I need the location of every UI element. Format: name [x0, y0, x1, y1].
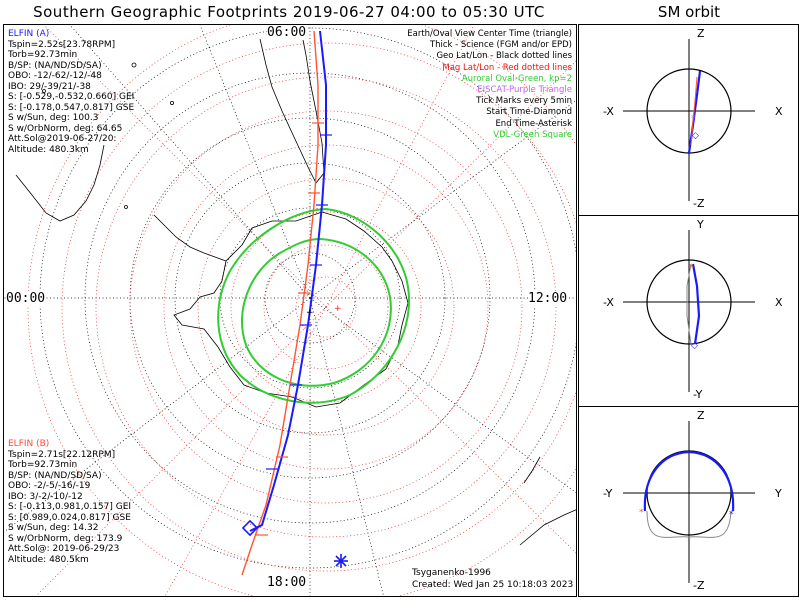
sm-yz-top-label: Z [697, 409, 705, 422]
legend-item: Auroral Oval-Green, kp=2 [461, 73, 572, 84]
sm-xy-bottom-label: -Y [693, 388, 703, 401]
info-line: Altitude: 480.3km [8, 144, 89, 155]
svg-text:*: * [689, 263, 694, 273]
legend-item: Thick - Science (FGM and/or EPD) [429, 40, 572, 51]
legend-item: Tick Marks every 5min [476, 96, 572, 107]
info-line: IBO: 3/-2/-10/-12 [8, 491, 83, 502]
sm-panel-xy: * ◇ Y -Y -X X [578, 215, 799, 407]
svg-text:*: * [691, 114, 696, 124]
info-line: B/SP: (NA/ND/SD/SA) [8, 60, 102, 71]
africa-coastline [15, 144, 105, 222]
geo-pole-marker: + [306, 308, 314, 318]
elfin-a-info: ELFIN (A) Tspin=2.52s[23.78RPM] Torb=92.… [8, 29, 134, 155]
info-line: Tspin=2.52s[23.78RPM] [8, 39, 116, 50]
elfin-b-ticks [256, 122, 324, 536]
end-asterisk [334, 554, 348, 568]
info-line: OBO: -2/-5/-16/-19 [8, 481, 91, 491]
svg-text:◇: ◇ [691, 341, 698, 351]
sm-yz-left-label: -Y [603, 487, 613, 500]
sm-xy-top-label: Y [697, 218, 704, 231]
info-line: IBO: 29/-39/21/-38 [8, 81, 91, 92]
sm-yz-plot: * * [623, 421, 755, 583]
info-line: S w/OrbNorm, deg: 64.65 [8, 123, 123, 134]
legend-item: Geo Lat/Lon - Black dotted lines [436, 51, 572, 62]
legend-item: VDL-Green Square [493, 129, 572, 140]
elfin-b-name: ELFIN (B) [8, 439, 50, 449]
info-line: S: [-0.529,-0.532,0.660] GEI [8, 92, 135, 102]
mag-pole-marker: + [334, 304, 342, 314]
clock-label-right: 12:00 [528, 291, 568, 306]
legend-item: End Time-Asterisk [495, 118, 572, 129]
mag-lon-grid [35, 25, 576, 596]
svg-text:*: * [639, 508, 644, 518]
sm-panel-xz: ◇ * Z -Z -X X [578, 24, 799, 216]
sm-panel-yz: * * Z -Z -Y Y [578, 406, 799, 597]
auroral-oval [217, 207, 410, 404]
elfin-b-track [241, 30, 319, 576]
new-zealand-coastline [523, 456, 541, 484]
info-line: Att.Sol@2019-06-27/20: [8, 134, 117, 144]
elfin-a-name: ELFIN (A) [8, 29, 50, 39]
info-line: S: [0.989,0.024,0.817] GSE [8, 512, 131, 523]
footprint-map-panel: + + 06:00 00:00 12:00 18:00 Earth/Oval V… [3, 24, 577, 597]
sm-xy-plot: * ◇ [623, 230, 755, 392]
info-line: Att.Sol@: 2019-06-29/23 [8, 544, 120, 554]
legend-item: Start Time-Diamond [486, 107, 572, 118]
footprint-map: + + [4, 25, 576, 596]
svg-text:*: * [729, 510, 734, 520]
south-america-coastline [259, 34, 325, 184]
sm-xz-top-label: Z [697, 27, 705, 40]
sm-orbit-column: ◇ * Z -Z -X X * ◇ Y -Y -X X * [578, 24, 800, 597]
elfin-a-ticks [266, 134, 332, 470]
info-line: S w/Sun, deg: 14.32 [8, 523, 99, 533]
sm-orbit-title: SM orbit [657, 3, 721, 21]
geo-lon-grid [4, 25, 576, 596]
info-line: S: [-0.113,0.981,0.157] GEI [8, 502, 132, 512]
clock-label-bottom: 18:00 [267, 575, 307, 590]
svg-text:◇: ◇ [692, 131, 699, 141]
info-line: OBO: -12/-62/-12/-48 [8, 71, 102, 81]
legend-item: Mag Lat/Lon - Red dotted lines [442, 62, 572, 73]
info-line: Torb=92.73min [8, 460, 78, 470]
plot-title: Southern Geographic Footprints 2019-06-2… [33, 3, 545, 21]
info-line: S: [-0.178,0.547,0.817] GSE [8, 102, 135, 113]
elfin-a-start-diamond [241, 519, 259, 537]
info-line: Altitude: 480.5km [8, 554, 89, 565]
clock-label-left: 00:00 [6, 291, 46, 306]
info-line: B/SP: (NA/ND/SD/SA) [8, 470, 102, 481]
sm-xz-plot: ◇ * [623, 39, 755, 201]
info-line: S w/OrbNorm, deg: 173.9 [8, 533, 123, 544]
elfin-b-info: ELFIN (B) Tspin=2.71s[22.12RPM] Torb=92.… [8, 439, 131, 565]
legend-item: Earth/Oval View Center Time (triangle) [407, 29, 572, 39]
australia-coastline [519, 509, 576, 546]
sm-xz-bottom-label: -Z [693, 197, 705, 210]
islands [42, 62, 174, 209]
info-line: Tspin=2.71s[22.12RPM] [8, 449, 116, 460]
clock-label-top: 06:00 [267, 25, 307, 40]
info-line: S w/Sun, deg: 100.3 [8, 113, 99, 123]
info-line: Torb=92.73min [8, 50, 78, 60]
model-label: Tsyganenko-1996 [412, 568, 491, 578]
sm-yz-bottom-label: -Z [693, 579, 705, 592]
sm-xz-right-label: X [775, 105, 783, 118]
sm-xz-left-label: -X [603, 105, 614, 118]
map-legend: Earth/Oval View Center Time (triangle) T… [407, 29, 572, 141]
sm-xy-left-label: -X [603, 296, 614, 309]
legend-item: EISCAT-Purple Triangle [477, 85, 572, 96]
created-label: Created: Wed Jan 25 10:18:03 2023 [412, 580, 574, 590]
antarctic-peninsula [153, 214, 227, 262]
sm-xy-right-label: X [775, 296, 783, 309]
sm-yz-right-label: Y [775, 487, 782, 500]
